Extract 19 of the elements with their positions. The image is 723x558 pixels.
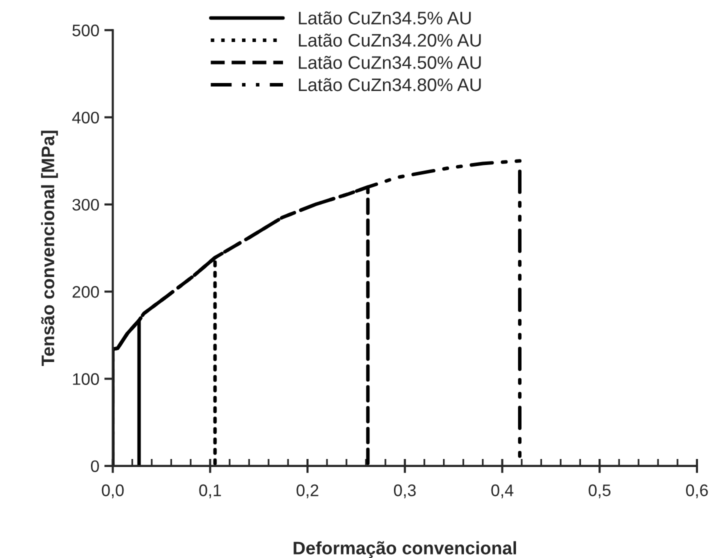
x-tick-label: 0,1 [199,484,221,498]
x-tick-label: 0,5 [588,484,610,498]
x-tick-label: 0,2 [296,484,318,498]
x-tick-label: 0,4 [491,484,514,498]
y-tick-label: 300 [72,198,99,211]
legend-label: Latão CuZn34.20% AU [298,34,481,47]
x-axis-title: Deformação convencional [294,541,516,558]
x-tick-label: 0,0 [102,484,124,498]
y-tick-label: 200 [72,286,99,298]
y-tick-label: 0 [90,460,99,472]
y-tick-label: 100 [73,373,99,385]
legend-label: Latão CuZn34.80% AU [298,78,481,92]
x-tick-label: 0,6 [686,484,708,498]
x-tick-label: 0,3 [394,484,416,498]
legend-label: Latão CuZn34.50% AU [298,56,481,69]
y-axis-title: Tensão convencional [MPa] [41,130,58,366]
legend-label: Latão CuZn34.5% AU [298,11,471,24]
y-tick-label: 500 [72,24,99,36]
y-tick-label: 400 [72,112,99,124]
